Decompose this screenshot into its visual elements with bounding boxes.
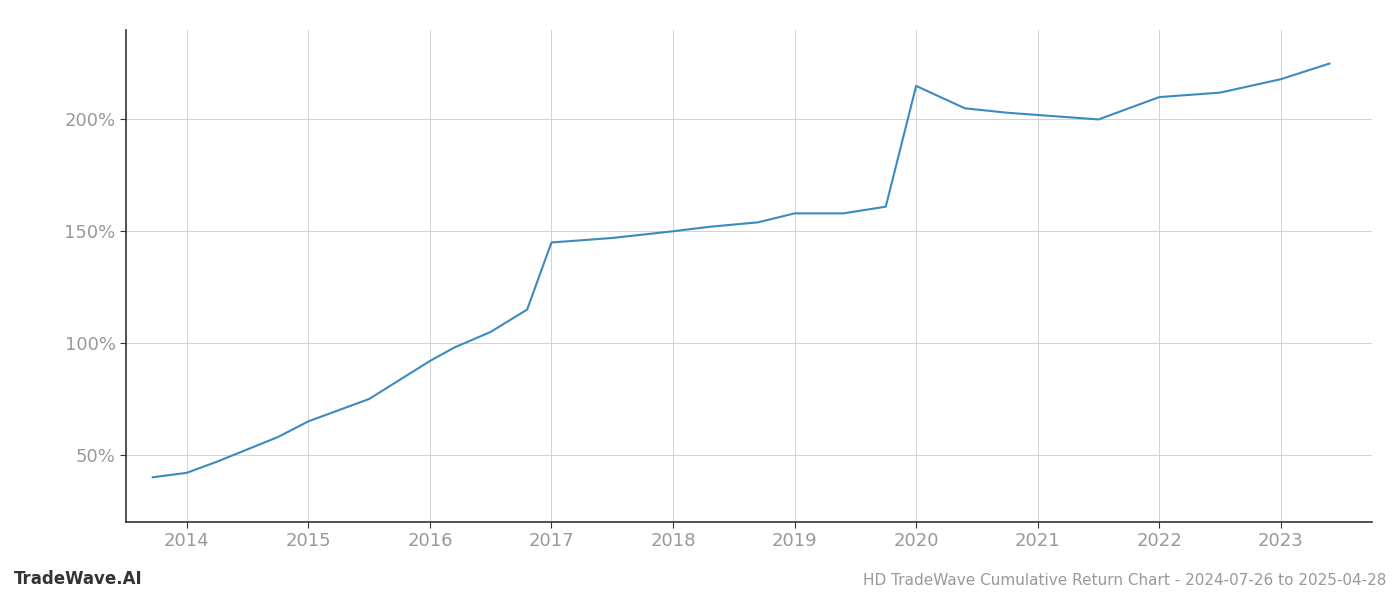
Text: HD TradeWave Cumulative Return Chart - 2024-07-26 to 2025-04-28: HD TradeWave Cumulative Return Chart - 2… (862, 573, 1386, 588)
Text: TradeWave.AI: TradeWave.AI (14, 570, 143, 588)
